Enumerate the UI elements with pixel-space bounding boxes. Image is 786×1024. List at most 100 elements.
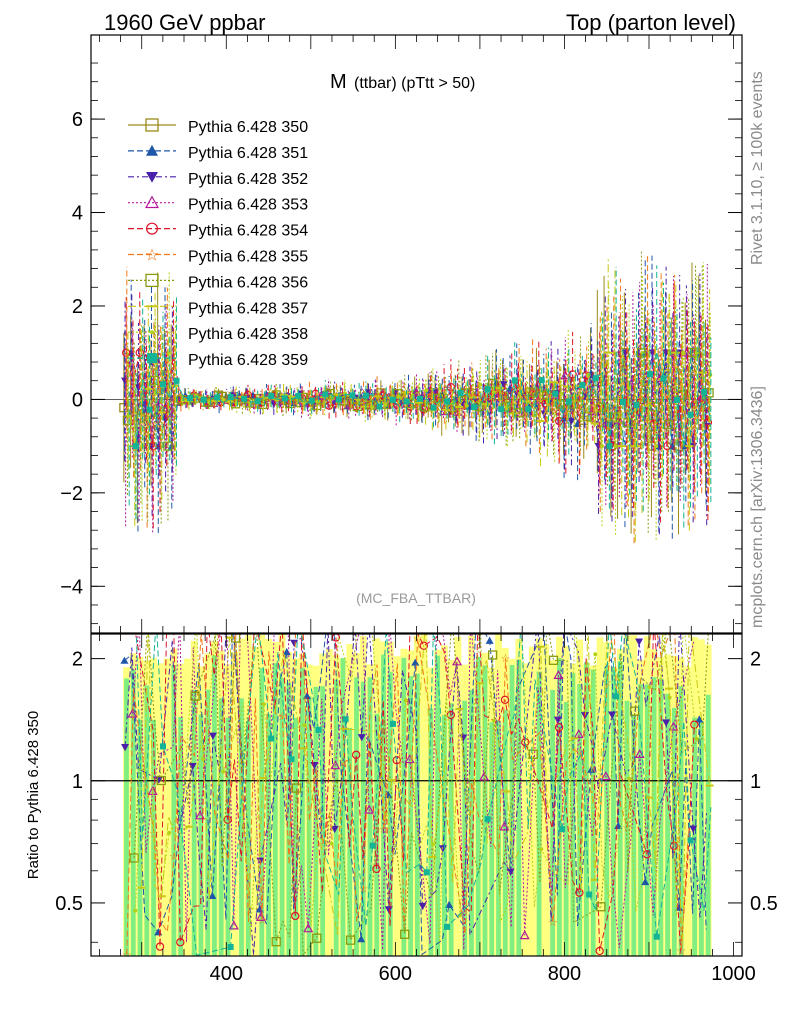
- ratio-band-inner: [354, 677, 359, 956]
- legend-label: Pythia 6.428 351: [188, 145, 308, 162]
- ratio-point: [221, 769, 226, 774]
- y-tick-label: 6: [72, 109, 83, 131]
- svg-text:☆: ☆: [156, 382, 166, 395]
- data-point: [335, 396, 342, 403]
- ratio-band-inner: [266, 713, 271, 956]
- ratio-point: [573, 729, 584, 739]
- data-point: [366, 400, 376, 410]
- data-point: [132, 443, 139, 450]
- data-point: [167, 350, 172, 355]
- data-point: [417, 395, 424, 402]
- ratio-y-axis-label: Ratio to Pythia 6.428 350: [25, 711, 42, 879]
- data-point: [214, 394, 221, 401]
- ratio-band-inner: [299, 667, 305, 956]
- data-point: ☆: [548, 401, 558, 414]
- svg-text:☆: ☆: [345, 397, 355, 410]
- data-point: [646, 371, 653, 378]
- data-point: [268, 392, 275, 399]
- data-point: ☆: [372, 387, 382, 400]
- data-point: [389, 396, 396, 403]
- ratio-point: [705, 615, 713, 623]
- x-tick-label: 800: [548, 963, 581, 985]
- ratio-point: [290, 639, 299, 647]
- svg-text:☆: ☆: [304, 388, 314, 401]
- ratio-point: [176, 938, 185, 947]
- ratio-point: [452, 656, 463, 666]
- ratio-point: ☆: [196, 634, 206, 638]
- ratio-band-inner: [489, 722, 495, 956]
- svg-text:☆: ☆: [149, 827, 159, 840]
- data-point: ☆: [575, 403, 585, 416]
- header-right: Top (parton level): [566, 10, 736, 35]
- ratio-band-inner: [699, 721, 704, 956]
- data-point: [606, 443, 613, 450]
- data-point: [525, 406, 532, 413]
- ratio-band-inner: [617, 661, 623, 956]
- data-point: [532, 413, 537, 418]
- ratio-point: [227, 943, 234, 950]
- ratio-point: [223, 815, 232, 824]
- ratio-point: [500, 695, 510, 705]
- data-point: [383, 402, 388, 407]
- svg-text:☆: ☆: [291, 395, 301, 408]
- data-point: [136, 413, 146, 423]
- data-point: [159, 381, 166, 388]
- ratio-band-inner: [570, 673, 576, 956]
- svg-text:☆: ☆: [643, 347, 653, 360]
- ratio-band-inner: [678, 686, 684, 956]
- ratio-band-inner: [239, 698, 244, 956]
- ratio-point: [448, 615, 456, 623]
- svg-text:☆: ☆: [230, 613, 240, 626]
- ratio-band-inner: [293, 717, 298, 956]
- data-point: ☆: [318, 399, 328, 412]
- data-point: [173, 377, 180, 384]
- data-point: [281, 395, 288, 402]
- data-point: [140, 444, 145, 449]
- ratio-point: [329, 841, 334, 846]
- data-point: [568, 370, 577, 379]
- ratio-point: [291, 911, 300, 921]
- data-point: ☆: [588, 401, 598, 414]
- svg-text:☆: ☆: [257, 914, 267, 927]
- ratio-point: [423, 869, 430, 876]
- data-point: [491, 390, 496, 395]
- data-point: [126, 413, 131, 418]
- data-point: [444, 398, 451, 405]
- ratio-band-outer: [528, 646, 536, 956]
- ratio-point: [255, 905, 264, 913]
- ratio-point: [330, 760, 341, 770]
- data-point: [608, 422, 617, 430]
- ratio-band-inner: [536, 671, 542, 956]
- ratio-point: [345, 935, 356, 945]
- svg-text:☆: ☆: [561, 408, 571, 421]
- ratio-point: [586, 891, 593, 898]
- data-point: [285, 398, 295, 409]
- ratio-point: [261, 702, 266, 707]
- data-point: [592, 375, 599, 382]
- ratio-point: [133, 908, 138, 913]
- data-point: ☆: [534, 403, 544, 416]
- ratio-point: [188, 762, 197, 771]
- ratio-band-inner: [313, 686, 319, 956]
- svg-text:☆: ☆: [413, 632, 423, 645]
- data-point: [410, 393, 415, 398]
- data-point: [687, 411, 694, 418]
- ratio-point: [167, 830, 172, 835]
- ratio-point: [519, 617, 523, 621]
- ratio-line: [134, 634, 704, 945]
- ratio-point: [288, 756, 295, 763]
- data-point: [122, 348, 131, 357]
- ratio-point: ☆: [602, 676, 612, 689]
- ratio-band-inner: [124, 678, 129, 956]
- data-point: ☆: [467, 389, 477, 402]
- ratio-point: [384, 906, 393, 914]
- ratio-point: [156, 775, 166, 786]
- data-point: [650, 402, 660, 412]
- data-point: [356, 398, 361, 403]
- svg-text:☆: ☆: [575, 403, 585, 416]
- data-point: ☆: [345, 397, 355, 410]
- ratio-point: [559, 826, 566, 833]
- ratio-y-tick-label: 2: [72, 649, 83, 671]
- svg-text:☆: ☆: [142, 440, 152, 453]
